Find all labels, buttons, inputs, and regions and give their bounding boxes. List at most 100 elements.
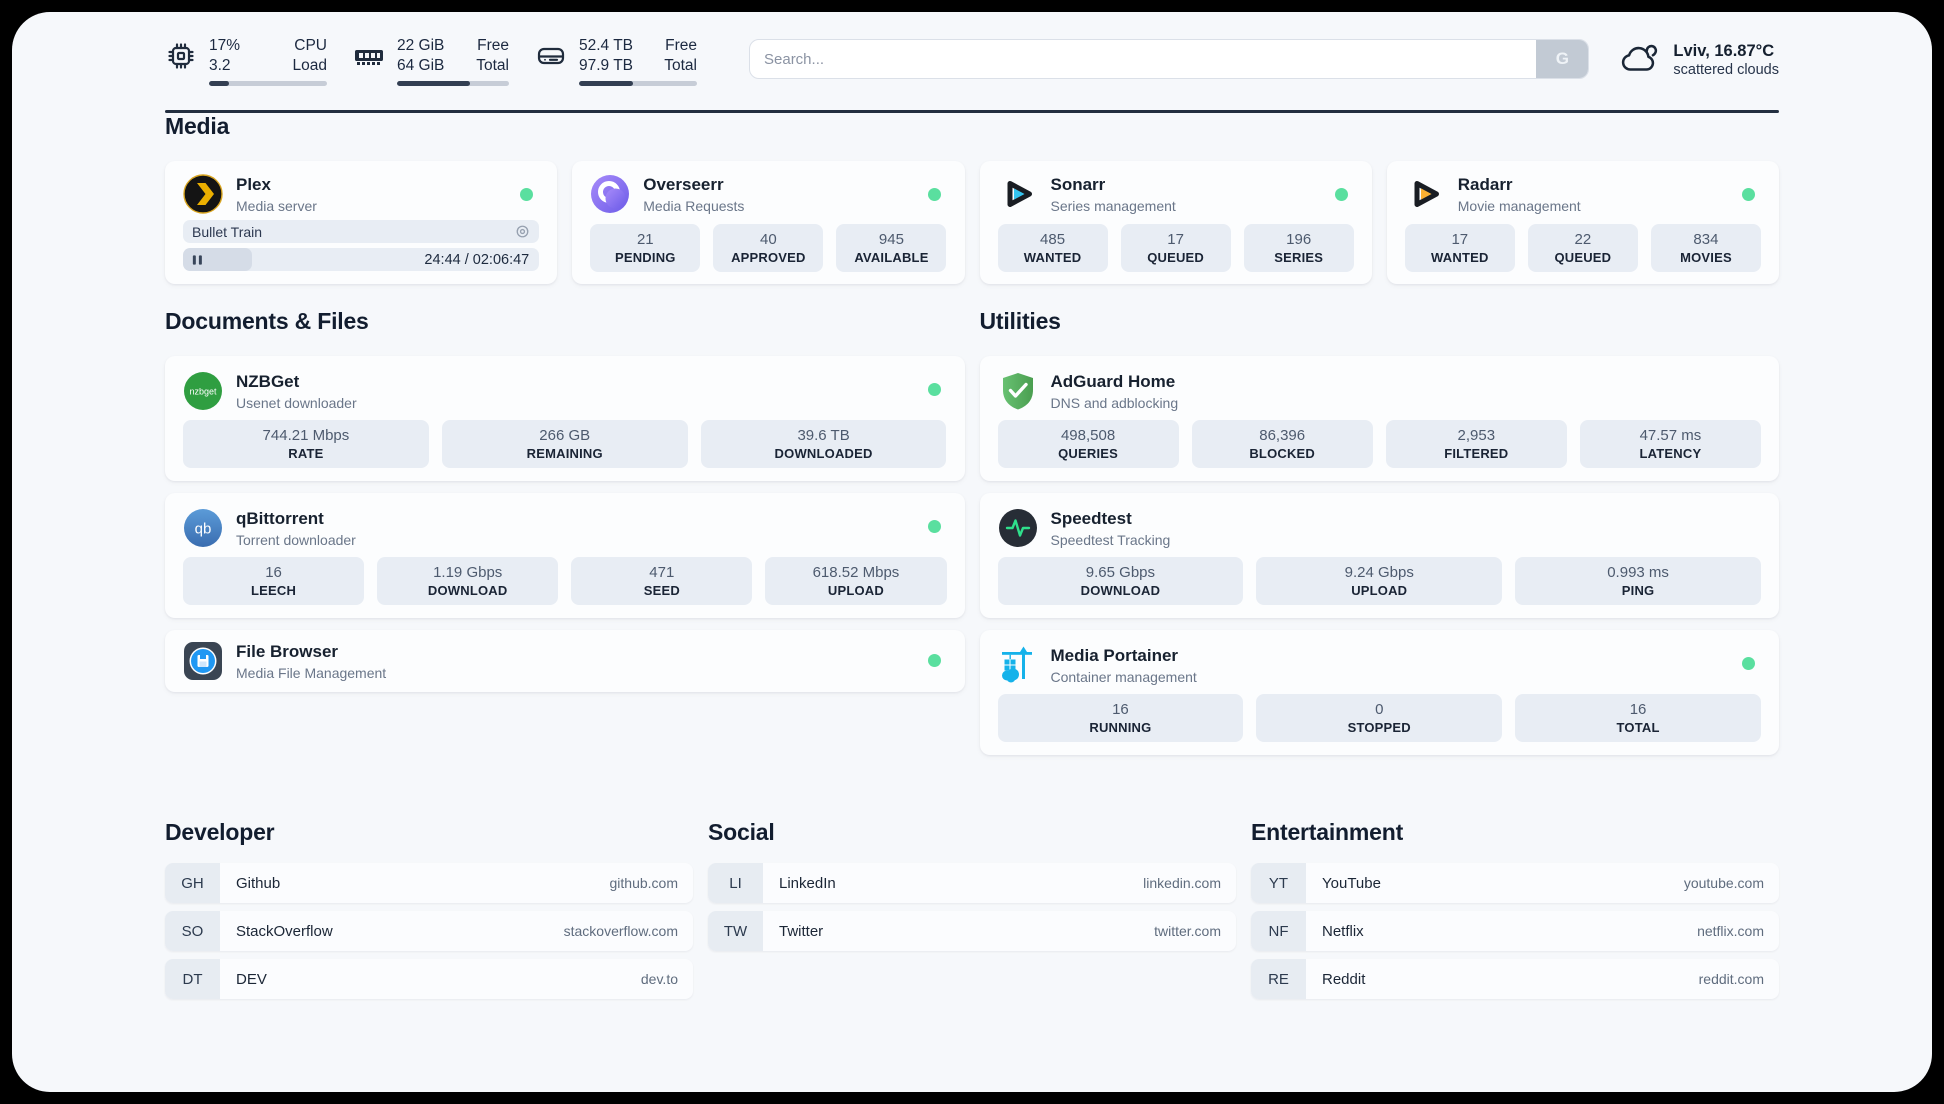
stat-pending: 21 PENDING [590, 224, 701, 273]
app-subtitle: Container management [1050, 668, 1197, 685]
qbittorrent-icon: qb [183, 508, 223, 548]
bookmark-netflix[interactable]: NF Netflix netflix.com [1251, 911, 1779, 952]
app-card-radarr[interactable]: Radarr Movie management 17 WANTED 22 QUE… [1386, 161, 1779, 285]
speedtest-icon [998, 508, 1038, 548]
cpu-progress-bar [209, 81, 327, 87]
header-divider [165, 110, 1779, 114]
memory-stat: 22 GiB 64 GiB Free Total [353, 36, 509, 87]
app-card-portainer[interactable]: Media Portainer Container management 16 … [979, 630, 1779, 756]
section-title-media: Media [165, 113, 230, 140]
stat-total: 16 TOTAL [1515, 694, 1761, 743]
stat-series: 196 SERIES [1243, 224, 1354, 273]
disk-values: 52.4 TB 97.9 TB [579, 37, 634, 75]
bookmark-reddit[interactable]: RE Reddit reddit.com [1251, 959, 1779, 1000]
cpu-values: 17% 3.2 [209, 37, 241, 75]
bookmark-badge: NF [1251, 911, 1306, 952]
app-card-overseerr[interactable]: Overseerr Media Requests 21 PENDING 40 A… [572, 161, 965, 285]
app-card-nzbget[interactable]: nzbget NZBGet Usenet downloader 744.21 M… [165, 356, 965, 482]
svg-text:nzbget: nzbget [189, 387, 217, 397]
top-bar: 17% 3.2 CPU Load [165, 36, 1779, 87]
svg-text:qb: qb [195, 521, 212, 538]
memory-values: 22 GiB 64 GiB [397, 37, 445, 75]
app-name: File Browser [236, 641, 339, 661]
app-card-qbittorrent[interactable]: qb qBittorrent Torrent downloader 16 LEE… [165, 493, 965, 619]
app-card-plex[interactable]: Plex Media server Bullet Train [165, 161, 558, 285]
stat-available: 945 AVAILABLE [836, 224, 947, 273]
now-playing-title-row: Bullet Train [183, 220, 540, 244]
stat-seed: 471 SEED [571, 557, 753, 606]
weather-location: Lviv, 16.87°C [1673, 41, 1775, 60]
bookmark-twitter[interactable]: TW Twitter twitter.com [708, 911, 1236, 952]
session-target-icon[interactable] [515, 224, 530, 239]
bookmark-badge: TW [708, 911, 763, 952]
stat-upload: 618.52 Mbps UPLOAD [765, 557, 947, 606]
app-name: Media Portainer [1050, 645, 1179, 665]
app-subtitle: Media File Management [236, 664, 387, 681]
app-name: Sonarr [1050, 174, 1106, 194]
memory-progress-bar [397, 81, 509, 87]
bookmark-github[interactable]: GH Github github.com [165, 863, 693, 904]
stat-download: 9.65 Gbps DOWNLOAD [997, 557, 1244, 606]
section-title-utilities: Utilities [979, 308, 1061, 335]
stat-blocked: 86,396 BLOCKED [1191, 420, 1373, 469]
disk-icon [535, 40, 567, 72]
memory-labels: Free Total [476, 37, 509, 75]
stat-downloaded: 39.6 TB DOWNLOADED [700, 420, 947, 469]
filebrowser-icon [183, 641, 223, 681]
stat-remaining: 266 GB REMAINING [441, 420, 688, 469]
radarr-icon [1405, 174, 1445, 214]
cpu-stat: 17% 3.2 CPU Load [165, 36, 327, 87]
app-name: Radarr [1457, 174, 1513, 194]
section-title-social: Social [708, 819, 775, 846]
search-engine-button[interactable]: G [1536, 40, 1589, 78]
pause-icon[interactable] [191, 253, 204, 266]
bookmark-badge: SO [165, 911, 220, 952]
app-subtitle: Speedtest Tracking [1050, 531, 1171, 548]
player-progress-bar[interactable]: 24:44 / 02:06:47 [183, 248, 540, 272]
stat-queries: 498,508 QUERIES [997, 420, 1179, 469]
bookmark-badge: RE [1251, 959, 1306, 1000]
adguard-icon [998, 371, 1038, 411]
plex-icon [183, 174, 223, 214]
app-card-speedtest[interactable]: Speedtest Speedtest Tracking 9.65 Gbps D… [979, 493, 1779, 619]
app-name: Overseerr [643, 174, 724, 194]
app-subtitle: Media Requests [643, 197, 745, 214]
stat-running: 16 RUNNING [997, 694, 1244, 743]
weather-condition: scattered clouds [1673, 62, 1779, 79]
stat-upload: 9.24 Gbps UPLOAD [1256, 557, 1503, 606]
app-subtitle: Media server [236, 197, 317, 214]
bookmark-dev[interactable]: DT DEV dev.to [165, 959, 693, 1000]
stat-wanted: 17 WANTED [1404, 224, 1515, 273]
sonarr-icon [998, 174, 1038, 214]
stat-stopped: 0 STOPPED [1256, 694, 1503, 743]
stat-wanted: 485 WANTED [997, 224, 1108, 273]
app-card-sonarr[interactable]: Sonarr Series management 485 WANTED 17 Q… [979, 161, 1372, 285]
bookmark-youtube[interactable]: YT YouTube youtube.com [1251, 863, 1779, 904]
stat-latency: 47.57 ms LATENCY [1579, 420, 1761, 469]
overseerr-icon [590, 174, 630, 214]
search-input[interactable] [749, 39, 1590, 79]
status-dot [1742, 657, 1755, 671]
app-card-filebrowser[interactable]: File Browser Media File Management [165, 630, 965, 693]
status-dot [927, 188, 941, 202]
app-subtitle: Torrent downloader [236, 531, 356, 548]
stat-download: 1.19 Gbps DOWNLOAD [377, 557, 559, 606]
now-playing-title: Bullet Train [192, 223, 263, 240]
entertainment-column: Entertainment YT YouTube youtube.com NF … [1251, 819, 1779, 1007]
stat-leech: 16 LEECH [183, 557, 365, 606]
disk-progress-bar [579, 81, 697, 87]
nzbget-icon: nzbget [183, 371, 223, 411]
status-dot [1742, 188, 1755, 202]
bookmark-linkedin[interactable]: LI LinkedIn linkedin.com [708, 863, 1236, 904]
app-card-adguard[interactable]: AdGuard Home DNS and adblocking 498,508 … [979, 356, 1779, 482]
weather-widget: Lviv, 16.87°C scattered clouds [1619, 38, 1779, 80]
disk-stat: 52.4 TB 97.9 TB Free Total [535, 36, 697, 87]
cpu-labels: CPU Load [292, 37, 327, 75]
media-grid: Plex Media server Bullet Train [165, 161, 1779, 285]
app-name: qBittorrent [236, 508, 324, 528]
social-column: Social LI LinkedIn linkedin.com TW Twitt… [708, 819, 1236, 959]
playback-time: 24:44 / 02:06:47 [424, 251, 530, 268]
section-title-documents: Documents & Files [165, 308, 369, 335]
bookmark-stackoverflow[interactable]: SO StackOverflow stackoverflow.com [165, 911, 693, 952]
app-subtitle: Series management [1050, 197, 1176, 214]
